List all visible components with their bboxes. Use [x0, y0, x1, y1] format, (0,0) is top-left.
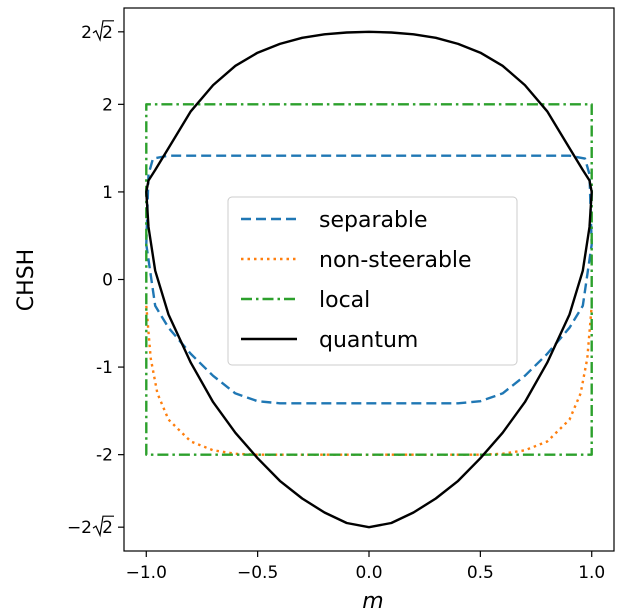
y-tick-label: 0 [102, 271, 113, 291]
x-axis: −1.0 −0.5 0.0 0.5 1.0 [126, 551, 605, 583]
legend-label-non-steerable: non-steerable [319, 248, 472, 273]
y-tick-label: 22 [81, 20, 114, 43]
series-line-quantum [145, 30, 593, 529]
y-tick-label: 2 −2 [67, 515, 114, 538]
y-tick-radicand: 2 [102, 23, 113, 43]
legend: separable non-steerable local quantum [227, 196, 518, 366]
y-tick-base: −2 [67, 518, 92, 538]
series-line-non-steerable [145, 305, 593, 456]
y-tick-label: 2 [102, 95, 113, 115]
x-tick-label: 0.5 [467, 563, 494, 583]
legend-label-separable: separable [319, 208, 428, 233]
series-line-separable [145, 154, 593, 405]
x-tick-label: 1.0 [578, 563, 605, 583]
radical-sign [92, 20, 114, 42]
series-line-local [145, 103, 593, 456]
x-tick-label: −0.5 [237, 563, 278, 583]
legend-label-local: local [319, 288, 370, 313]
y-tick-label: 1 [102, 183, 113, 203]
legend-label-quantum: quantum [319, 328, 418, 353]
x-axis-label: m [362, 589, 383, 614]
y-tick-base: 2 [81, 23, 92, 43]
legend-box [227, 196, 518, 366]
y-tick-label: -2 [96, 446, 113, 466]
y-tick-radicand: 2 [102, 518, 113, 538]
y-axis-label: CHSH [14, 249, 39, 311]
y-tick-label: -1 [96, 358, 113, 378]
radical-sign [92, 515, 114, 538]
x-tick-label: 0.0 [355, 563, 382, 583]
series-layer [145, 30, 593, 529]
x-tick-label: −1.0 [126, 563, 167, 583]
